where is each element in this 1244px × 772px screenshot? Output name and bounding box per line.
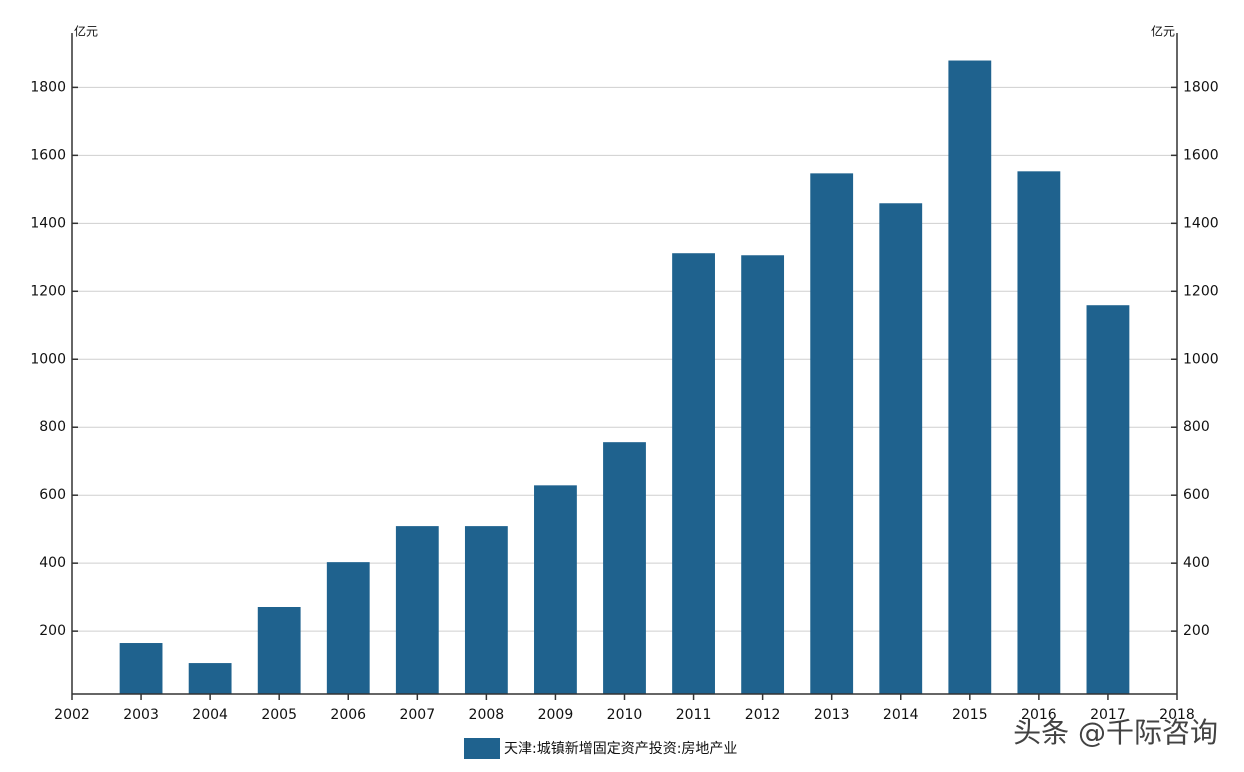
y2-tick-label: 1400 [1183, 215, 1219, 231]
y-tick-label: 800 [39, 419, 66, 435]
x-tick-label: 2017 [1090, 707, 1126, 723]
bar [672, 253, 715, 695]
x-tick-label: 2013 [814, 707, 850, 723]
x-tick-label: 2005 [261, 707, 297, 723]
y2-tick-label: 800 [1183, 419, 1210, 435]
x-tick-label: 2014 [883, 707, 919, 723]
y2-tick-label: 1600 [1183, 147, 1219, 163]
bar [188, 663, 232, 694]
y-unit: 亿元 [74, 24, 98, 39]
bar [326, 562, 370, 694]
y-tick-label: 1600 [30, 147, 66, 163]
bar [603, 442, 646, 694]
x-tick-label: 2008 [469, 707, 505, 723]
x-tick-label: 2018 [1159, 707, 1195, 723]
bar [534, 485, 577, 694]
bar [810, 173, 854, 694]
y-tick-label: 200 [39, 623, 66, 639]
bar [741, 255, 785, 694]
y-tick-label: 1800 [30, 79, 66, 95]
legend-label: 天津:城镇新增固定资产投资:房地产业 [504, 741, 737, 757]
bar [948, 60, 992, 694]
x-tick-label: 2015 [952, 707, 988, 723]
y2-tick-label: 400 [1183, 555, 1210, 571]
x-tick-label: 2002 [54, 707, 90, 723]
bar [257, 606, 301, 694]
x-tick-label: 2012 [745, 707, 781, 723]
y2-tick-label: 1800 [1183, 79, 1219, 95]
y-tick-label: 1400 [30, 215, 66, 231]
y2-tick-label: 600 [1183, 487, 1210, 503]
y-tick-label: 400 [39, 555, 66, 571]
y2-unit: 亿元 [1151, 24, 1175, 39]
y-tick-label: 600 [39, 487, 66, 503]
y2-tick-label: 1200 [1183, 283, 1219, 299]
x-tick-label: 2004 [192, 707, 228, 723]
bar [395, 526, 439, 694]
bar [1017, 171, 1061, 694]
x-tick-label: 2010 [607, 707, 643, 723]
x-tick-label: 2007 [399, 707, 435, 723]
x-tick-label: 2009 [538, 707, 574, 723]
legend-swatch [464, 738, 500, 759]
y-tick-label: 1000 [30, 351, 66, 367]
y-tick-label: 1200 [30, 283, 66, 299]
x-tick-label: 2003 [123, 707, 159, 723]
bar [879, 203, 923, 694]
x-tick-label: 2011 [676, 707, 712, 723]
x-tick-label: 2016 [1021, 707, 1057, 723]
bar [119, 643, 163, 694]
watermark: 头条 @千际咨询 [1013, 716, 1218, 749]
x-tick-label: 2006 [330, 707, 366, 723]
bar [1086, 305, 1130, 694]
bar [464, 526, 508, 694]
y2-tick-label: 200 [1183, 623, 1210, 639]
y2-tick-label: 1000 [1183, 351, 1219, 367]
